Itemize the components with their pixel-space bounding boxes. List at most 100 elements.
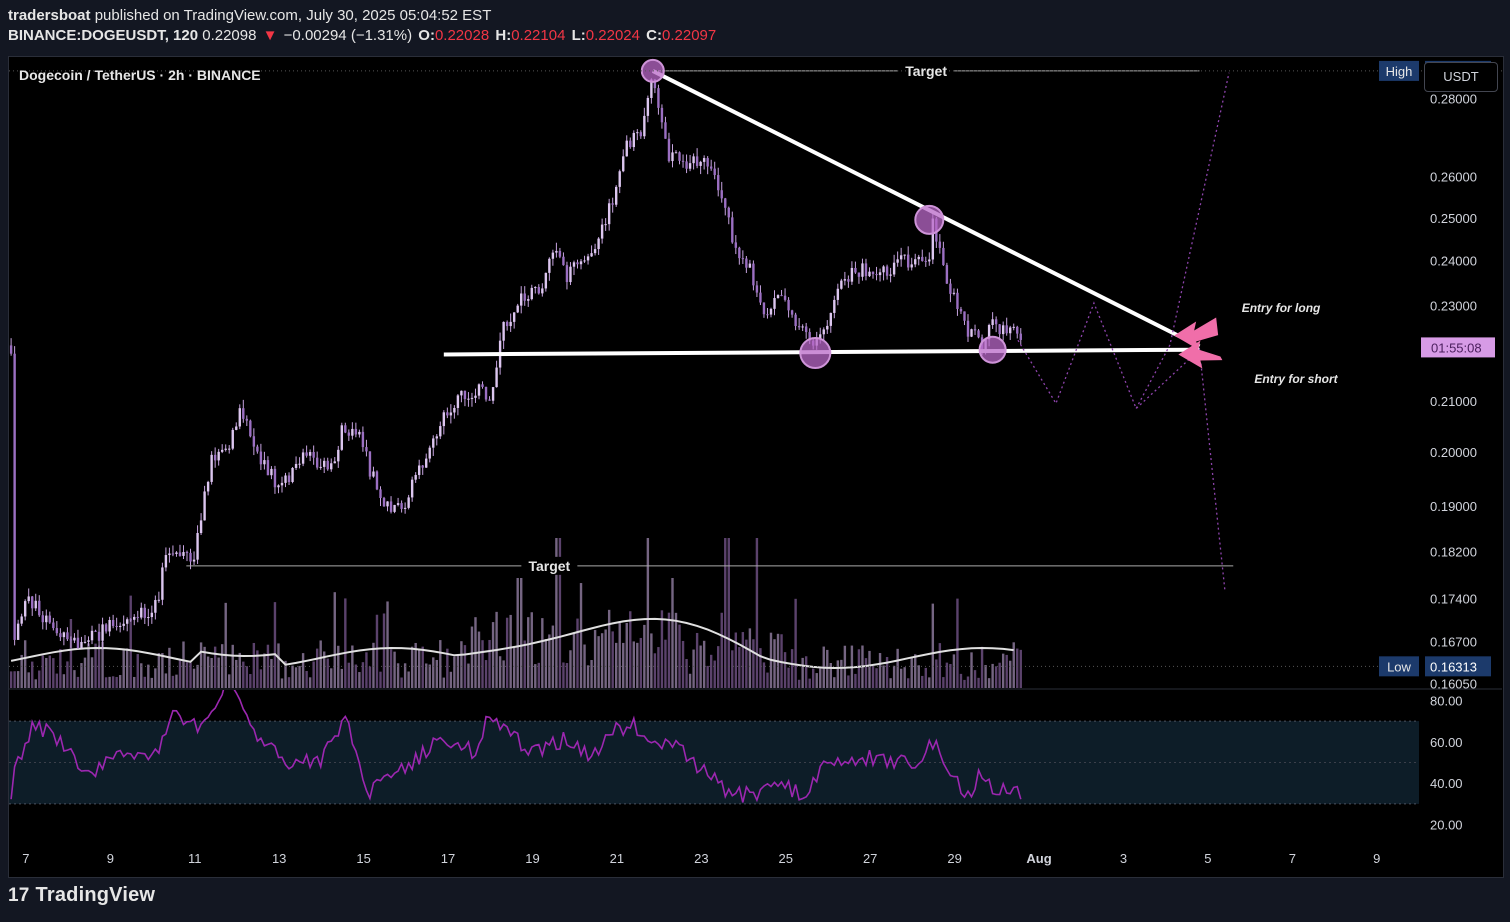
candle[interactable]: [857, 272, 861, 277]
candle[interactable]: [678, 152, 681, 161]
candle[interactable]: [27, 596, 30, 602]
candle[interactable]: [671, 152, 674, 162]
candle[interactable]: [435, 436, 438, 439]
candle[interactable]: [386, 501, 389, 507]
candle[interactable]: [168, 553, 171, 556]
candle[interactable]: [797, 326, 801, 328]
candle[interactable]: [305, 452, 308, 456]
candle[interactable]: [340, 425, 343, 450]
candle[interactable]: [90, 630, 94, 641]
candle[interactable]: [903, 254, 906, 256]
candle[interactable]: [970, 329, 973, 337]
candle[interactable]: [840, 280, 843, 289]
candle[interactable]: [266, 460, 270, 476]
candle[interactable]: [491, 387, 495, 401]
candle[interactable]: [977, 330, 980, 338]
candle[interactable]: [1001, 325, 1005, 335]
candle[interactable]: [263, 460, 266, 465]
candle[interactable]: [720, 190, 723, 199]
candle[interactable]: [537, 287, 541, 294]
candle[interactable]: [699, 161, 702, 166]
candle[interactable]: [192, 559, 196, 562]
candle[interactable]: [228, 448, 231, 450]
currency-button[interactable]: USDT: [1424, 62, 1498, 92]
candle[interactable]: [252, 436, 256, 447]
candle[interactable]: [488, 399, 491, 401]
candle[interactable]: [565, 265, 569, 283]
candle[interactable]: [20, 616, 23, 624]
candle[interactable]: [558, 250, 562, 257]
candle[interactable]: [178, 552, 182, 556]
candle[interactable]: [636, 132, 639, 134]
candle[interactable]: [882, 266, 885, 273]
candle[interactable]: [273, 468, 277, 488]
candle[interactable]: [368, 451, 372, 477]
candle[interactable]: [280, 482, 284, 486]
candle[interactable]: [808, 332, 811, 341]
candle[interactable]: [530, 287, 533, 300]
candle[interactable]: [372, 471, 375, 477]
candle[interactable]: [629, 140, 632, 148]
candle[interactable]: [351, 428, 354, 436]
candle[interactable]: [203, 491, 206, 521]
candle[interactable]: [41, 615, 44, 623]
candle[interactable]: [442, 412, 446, 427]
candle[interactable]: [140, 607, 143, 618]
candle[interactable]: [593, 249, 597, 254]
candle[interactable]: [242, 408, 245, 419]
candle[interactable]: [143, 607, 146, 618]
candle[interactable]: [474, 395, 477, 398]
candle[interactable]: [752, 263, 755, 286]
candle[interactable]: [224, 448, 227, 450]
candle[interactable]: [330, 463, 333, 470]
candle[interactable]: [217, 451, 220, 461]
candle[interactable]: [576, 262, 579, 265]
candle[interactable]: [45, 615, 48, 623]
candle[interactable]: [843, 279, 847, 281]
candle[interactable]: [653, 79, 657, 89]
candle[interactable]: [836, 288, 840, 300]
candle[interactable]: [871, 271, 875, 275]
candle[interactable]: [910, 264, 913, 268]
candle[interactable]: [1005, 325, 1008, 334]
candle[interactable]: [826, 325, 829, 330]
candle[interactable]: [220, 449, 224, 452]
candle[interactable]: [600, 224, 604, 239]
candle[interactable]: [460, 390, 463, 396]
candle[interactable]: [748, 263, 752, 268]
candle[interactable]: [512, 312, 516, 322]
candle[interactable]: [358, 431, 361, 435]
candle[interactable]: [97, 631, 101, 641]
candle[interactable]: [301, 452, 305, 464]
candle[interactable]: [804, 326, 808, 333]
candle[interactable]: [1009, 327, 1012, 334]
candle[interactable]: [759, 292, 762, 303]
candle[interactable]: [819, 334, 822, 339]
candle[interactable]: [308, 452, 312, 456]
candle[interactable]: [861, 263, 864, 277]
candle[interactable]: [481, 384, 484, 387]
candle[interactable]: [294, 463, 298, 468]
candle[interactable]: [790, 310, 794, 315]
candle[interactable]: [389, 501, 393, 512]
candle[interactable]: [692, 156, 695, 164]
touch-point-marker[interactable]: [799, 337, 832, 370]
candle[interactable]: [231, 429, 234, 449]
candle[interactable]: [959, 308, 963, 312]
candle[interactable]: [13, 353, 16, 640]
candle[interactable]: [607, 203, 611, 225]
candle[interactable]: [154, 600, 157, 613]
candle[interactable]: [410, 479, 414, 498]
candle[interactable]: [270, 468, 273, 476]
candle[interactable]: [769, 308, 773, 315]
candle[interactable]: [432, 438, 435, 448]
candle[interactable]: [312, 452, 315, 458]
candle[interactable]: [713, 168, 716, 176]
candle[interactable]: [646, 97, 650, 116]
candle[interactable]: [495, 367, 498, 388]
candle[interactable]: [421, 465, 424, 468]
candle[interactable]: [928, 259, 931, 262]
candle[interactable]: [59, 633, 62, 638]
candle[interactable]: [949, 283, 952, 294]
